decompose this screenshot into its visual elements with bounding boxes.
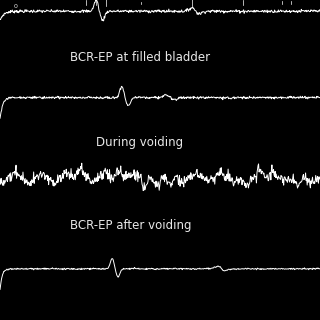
Text: 0: 0	[14, 4, 18, 9]
Text: During voiding: During voiding	[96, 136, 183, 149]
Text: BCR-EP at filled bladder: BCR-EP at filled bladder	[70, 51, 211, 64]
Text: BCR-EP after voiding: BCR-EP after voiding	[70, 219, 192, 232]
